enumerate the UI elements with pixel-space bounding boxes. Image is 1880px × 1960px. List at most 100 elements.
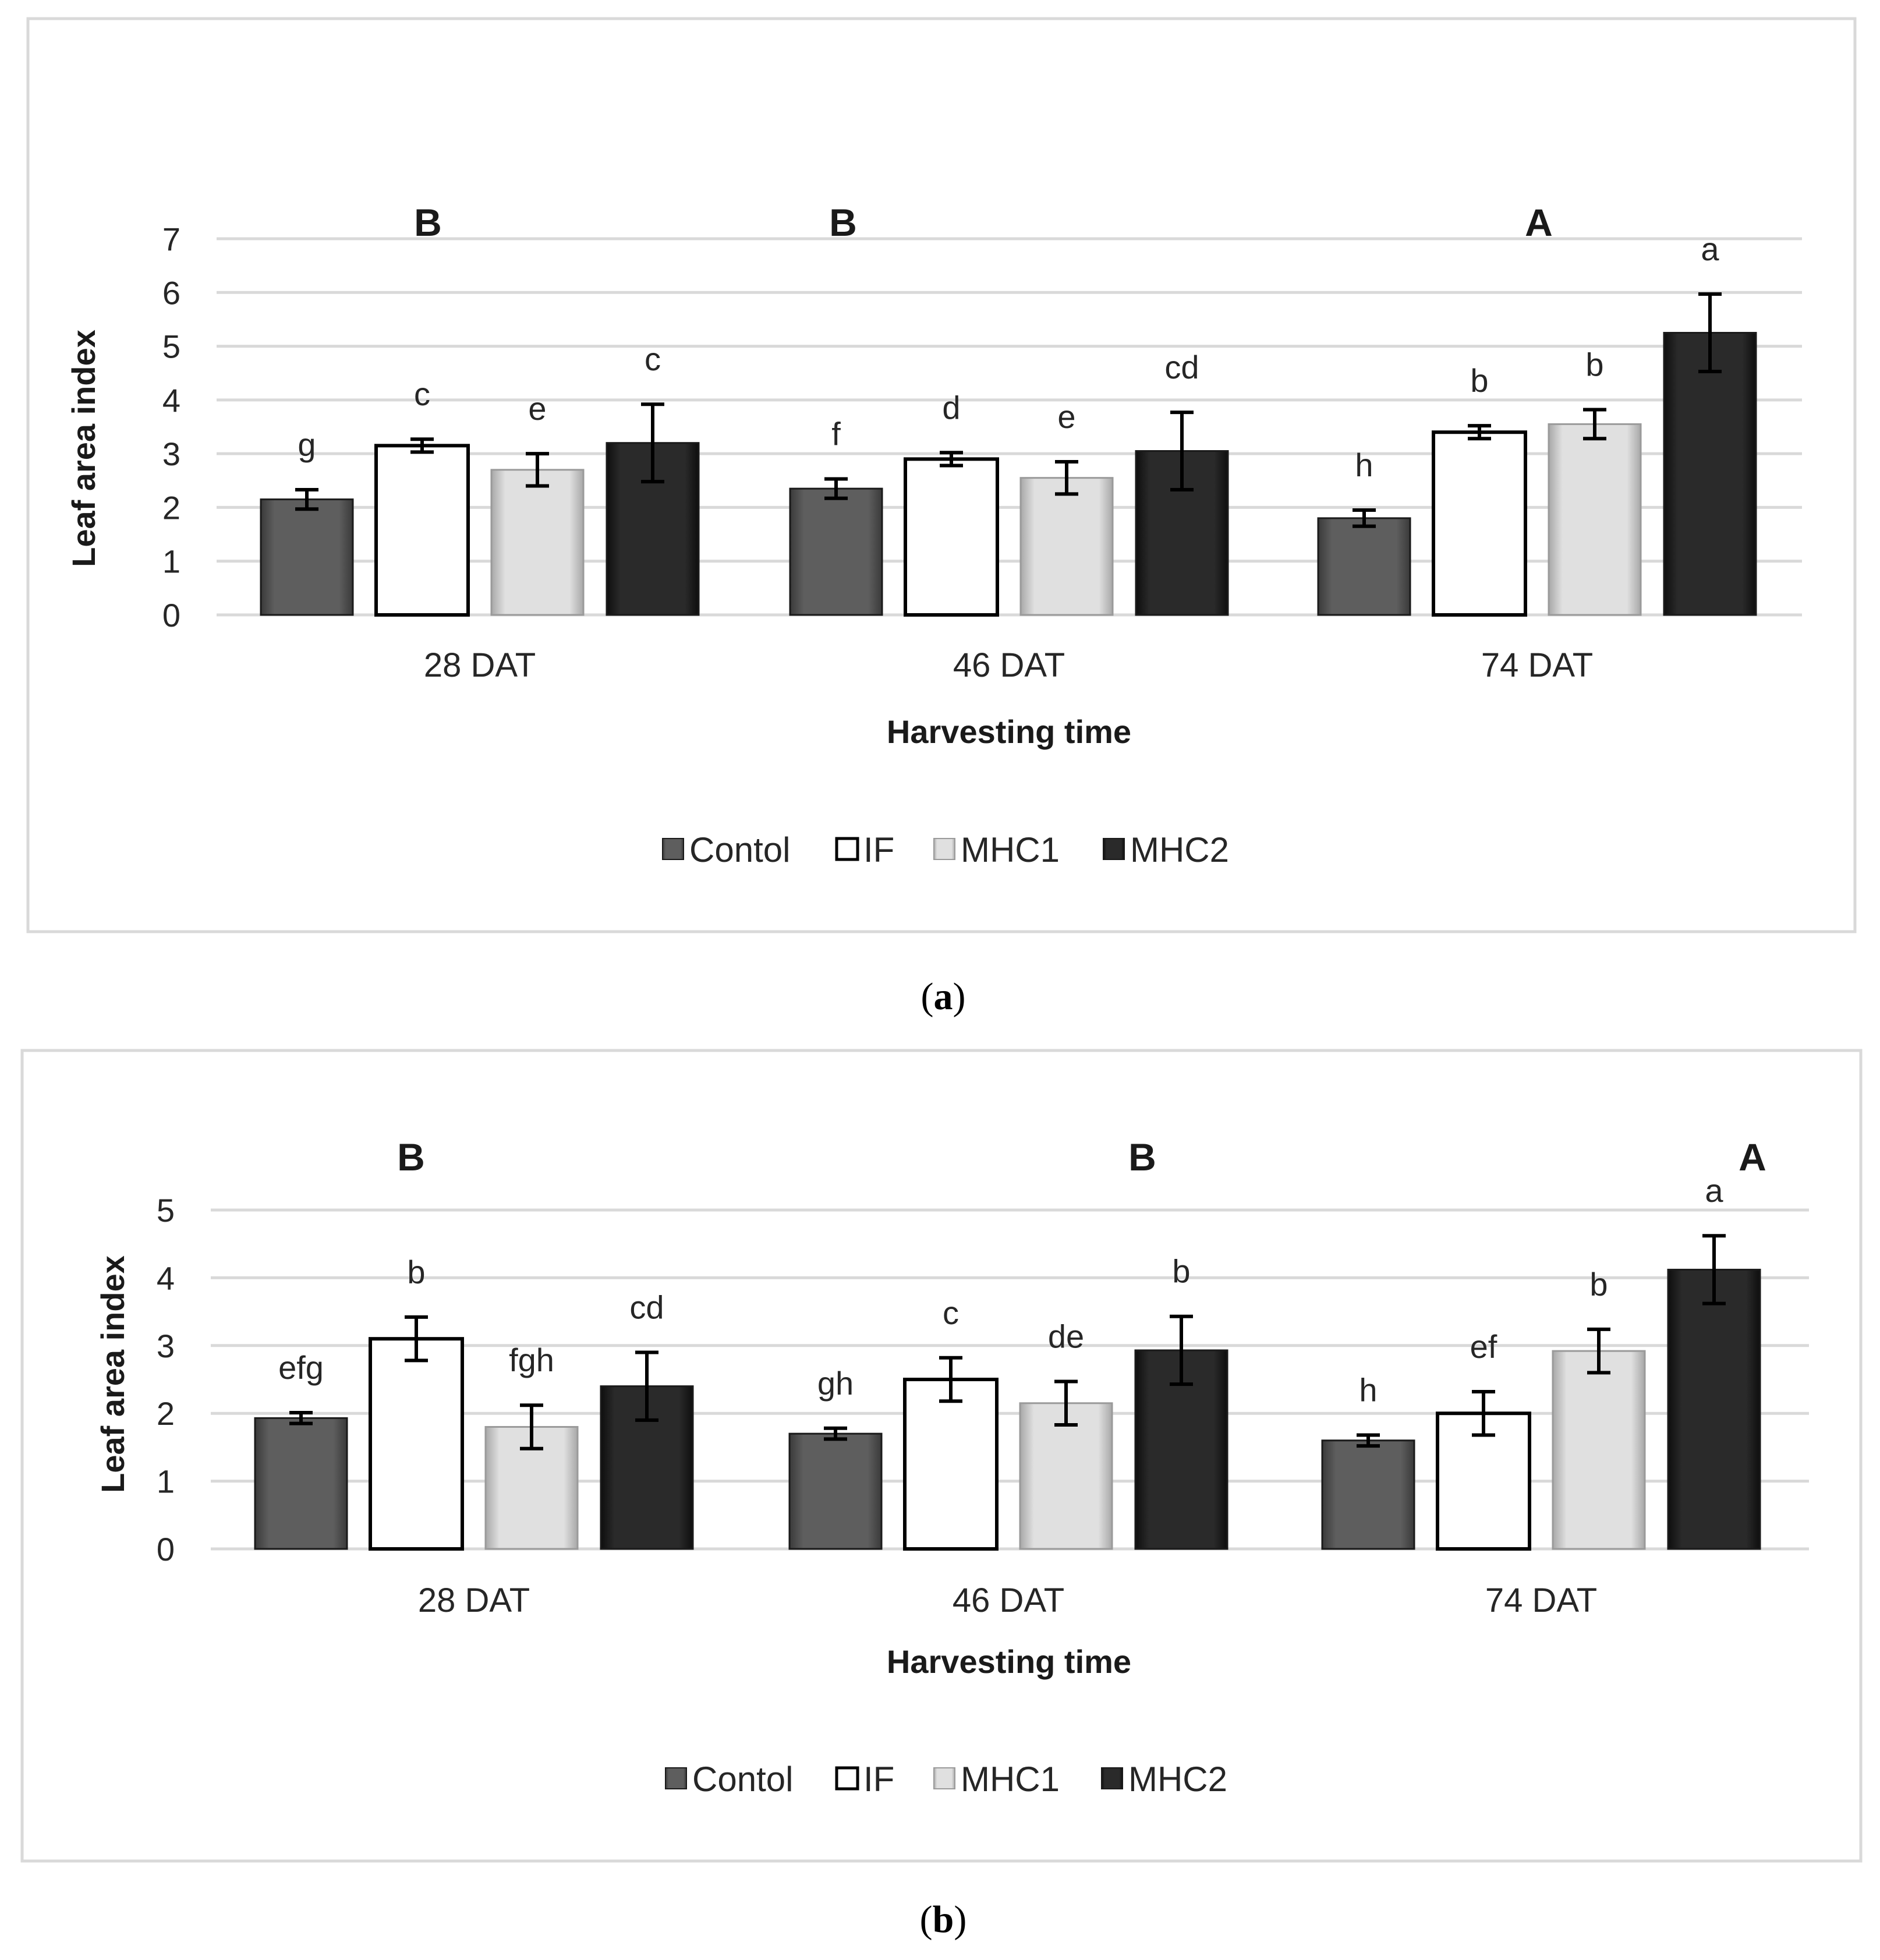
significance-letter: b — [1585, 346, 1603, 383]
bar-if — [1432, 430, 1527, 617]
error-bar — [940, 451, 963, 468]
error-bar — [1055, 459, 1078, 496]
error-bar — [1583, 408, 1606, 441]
legend-swatch — [1101, 1767, 1123, 1789]
error-bar — [520, 1403, 543, 1450]
group-significance-letter: A — [1739, 1135, 1766, 1179]
significance-letter: a — [1701, 231, 1719, 267]
y-tick-label: 1 — [162, 543, 180, 580]
error-bar — [405, 1315, 428, 1363]
legend-swatch — [665, 1767, 687, 1789]
panel-b-legend: Contol IF MHC1 MHC2 — [665, 1760, 1227, 1799]
bar-mhc1 — [1552, 1350, 1646, 1550]
legend-label: MHC2 — [1130, 830, 1229, 869]
legend-swatch — [835, 837, 859, 861]
error-bar — [295, 487, 318, 511]
error-bar — [1353, 508, 1376, 528]
significance-letter: h — [1359, 1371, 1377, 1408]
x-tick-label: 74 DAT — [1481, 646, 1593, 684]
legend-item-contol: Contol — [662, 830, 790, 869]
group-significance-letter: B — [397, 1135, 425, 1179]
bar-contol — [260, 498, 354, 616]
legend-label: IF — [863, 1760, 894, 1799]
x-tick-label: 46 DAT — [953, 646, 1065, 684]
legend-label: Contol — [689, 830, 790, 869]
legend-item-if: IF — [835, 830, 894, 869]
x-tick-label: 46 DAT — [953, 1582, 1064, 1619]
y-tick-label: 7 — [162, 221, 180, 257]
significance-letter: g — [298, 426, 316, 463]
error-bar — [1587, 1327, 1610, 1375]
legend-swatch — [933, 838, 955, 860]
error-bar — [289, 1411, 313, 1425]
bar-mhc2 — [1667, 1268, 1761, 1550]
significance-letter: ef — [1470, 1328, 1497, 1365]
significance-letter: a — [1705, 1172, 1723, 1209]
legend-label: MHC2 — [1128, 1760, 1227, 1799]
significance-letter: e — [1057, 398, 1075, 435]
significance-letter: e — [528, 390, 546, 427]
legend-label: Contol — [692, 1760, 793, 1799]
significance-letter: b — [1172, 1253, 1190, 1290]
y-tick-label: 4 — [157, 1260, 175, 1296]
x-tick-label: 74 DAT — [1485, 1582, 1597, 1619]
y-tick-label: 2 — [157, 1395, 175, 1432]
error-bar — [1170, 1314, 1193, 1386]
significance-letter: b — [1470, 362, 1488, 399]
error-bar — [1170, 411, 1194, 491]
legend-item-mhc1: MHC1 — [933, 830, 1060, 869]
legend-swatch — [1103, 838, 1125, 860]
legend-label: MHC1 — [961, 830, 1060, 869]
bar-contol — [1317, 517, 1411, 616]
bar-mhc1 — [1548, 423, 1642, 616]
significance-letter: c — [414, 376, 430, 412]
x-tick-label: 28 DAT — [418, 1582, 530, 1619]
error-bar — [1472, 1389, 1495, 1437]
significance-letter: cd — [1164, 349, 1199, 385]
group-significance-letter: B — [829, 201, 857, 244]
bar-contol — [1321, 1439, 1415, 1550]
significance-letter: gh — [817, 1365, 854, 1402]
significance-letter: fgh — [509, 1342, 554, 1378]
error-bar — [526, 452, 549, 488]
significance-letter: cd — [629, 1289, 664, 1325]
bar-mhc1 — [1019, 1402, 1113, 1550]
error-bar — [635, 1350, 658, 1422]
error-bar — [824, 1426, 847, 1441]
significance-letter: de — [1048, 1318, 1084, 1354]
error-bar — [641, 402, 664, 484]
significance-letter: c — [645, 341, 661, 377]
error-bar — [1357, 1433, 1380, 1448]
group-significance-letter: B — [414, 201, 442, 244]
y-tick-label: 5 — [157, 1192, 175, 1229]
bar-mhc1 — [1019, 477, 1114, 616]
panel-a-caption: (a) — [921, 975, 966, 1018]
legend-swatch — [933, 1767, 955, 1789]
significance-letter: efg — [278, 1349, 324, 1386]
bar-contol — [254, 1417, 348, 1550]
legend-label: MHC1 — [961, 1760, 1060, 1799]
y-tick-label: 3 — [157, 1328, 175, 1364]
legend-label: IF — [863, 830, 894, 869]
legend-item-mhc2: MHC2 — [1101, 1760, 1227, 1799]
bar-contol — [788, 1432, 883, 1550]
panel-a-legend: Contol IF MHC1 MHC2 — [662, 830, 1229, 869]
y-tick-label: 0 — [162, 597, 180, 634]
bar-contol — [789, 487, 883, 616]
error-bar — [1698, 292, 1722, 373]
bar-mhc1 — [490, 469, 585, 616]
legend-item-mhc2: MHC2 — [1103, 830, 1229, 869]
significance-letter: d — [942, 389, 960, 426]
bar-mhc2 — [1663, 332, 1757, 616]
panel-b-ylabel: Leaf area index — [94, 1255, 131, 1493]
significance-letter: f — [831, 416, 841, 452]
x-tick-label: 28 DAT — [424, 646, 536, 684]
panel-a-xlabel: Harvesting time — [887, 713, 1131, 750]
group-significance-letter: A — [1525, 201, 1553, 244]
bar-if — [369, 1337, 464, 1551]
